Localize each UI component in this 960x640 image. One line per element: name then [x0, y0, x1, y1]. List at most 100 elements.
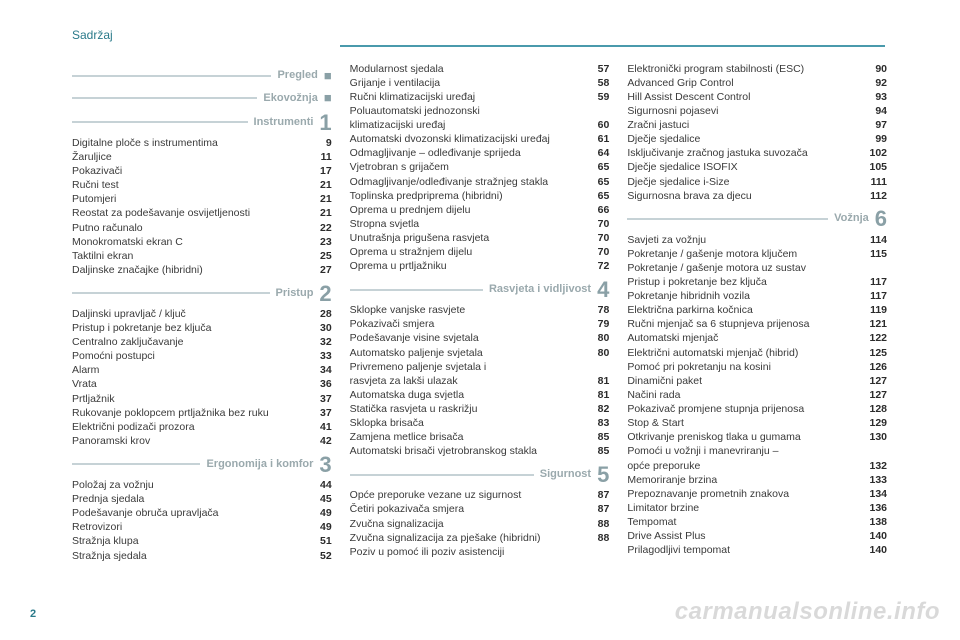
toc-page: 37	[308, 393, 332, 406]
toc-row: Automatski dvozonski klimatizacijski ure…	[350, 133, 610, 147]
toc-label: Automatski mjenjač	[627, 332, 863, 345]
toc-row: Hill Assist Descent Control93	[627, 90, 887, 104]
toc-page: 127	[863, 389, 887, 402]
toc-label: Oprema u stražnjem dijelu	[350, 246, 586, 259]
toc-row: Pomoći u vožnji i manevriranju –	[627, 445, 887, 459]
toc-label: Monokromatski ekran C	[72, 236, 308, 249]
toc-row: Daljinske značajke (hibridni)27	[72, 263, 332, 277]
section-heading: Sigurnost 5	[350, 465, 610, 485]
section-title: Sigurnost	[540, 468, 591, 482]
toc-row: klimatizacijski uređaj60	[350, 119, 610, 133]
toc-row: Unutrašnja prigušena rasvjeta70	[350, 232, 610, 246]
toc-label: Opće preporuke vezane uz sigurnost	[350, 489, 586, 502]
toc-row: Odmagljivanje/odleđivanje stražnjeg stak…	[350, 175, 610, 189]
toc-page: 52	[308, 550, 332, 563]
toc-row: Sigurnosni pojasevi94	[627, 104, 887, 118]
section-title: Ergonomija i komfor	[206, 458, 313, 472]
toc-page: 45	[308, 493, 332, 506]
toc-label: Modularnost sjedala	[350, 63, 586, 76]
toc-column: Pregled■Ekovožnja■Instrumenti1Digitalne …	[72, 62, 332, 563]
toc-row: Retrovizori49	[72, 521, 332, 535]
toc-page: 36	[308, 378, 332, 391]
toc-page: 112	[863, 190, 887, 203]
toc-page: 114	[863, 234, 887, 247]
section-marker-icon: ■	[324, 90, 332, 106]
toc-row: Advanced Grip Control92	[627, 76, 887, 90]
toc-page: 134	[863, 488, 887, 501]
toc-page: 82	[585, 403, 609, 416]
toc-page: 136	[863, 502, 887, 515]
toc-row: Tempomat138	[627, 516, 887, 530]
toc-row: Stop & Start129	[627, 417, 887, 431]
toc-label: Načini rada	[627, 389, 863, 402]
toc-row: Žaruljice11	[72, 150, 332, 164]
section-rule	[72, 121, 248, 123]
section-number: 6	[875, 209, 887, 229]
toc-row: Automatski mjenjač122	[627, 332, 887, 346]
toc-label: Pokretanje / gašenje motora uz sustav	[627, 262, 887, 275]
toc-label: Sklopka brisača	[350, 417, 586, 430]
toc-label: Zamjena metlice brisača	[350, 431, 586, 444]
page-header: Sadržaj	[72, 28, 113, 42]
toc-label: Poziv u pomoć ili poziv asistenciji	[350, 546, 610, 559]
toc-row: Poziv u pomoć ili poziv asistenciji	[350, 545, 610, 559]
toc-page: 129	[863, 417, 887, 430]
toc-label: Pomoć pri pokretanju na kosini	[627, 361, 863, 374]
section-number: 2	[319, 284, 331, 304]
toc-row: Pokretanje / gašenje motora uz sustav	[627, 261, 887, 275]
toc-page: 94	[863, 105, 887, 118]
toc-row: Četiri pokazivača smjera87	[350, 503, 610, 517]
toc-page: 42	[308, 435, 332, 448]
toc-page: 66	[585, 204, 609, 217]
toc-label: rasvjeta za lakši ulazak	[350, 375, 586, 388]
toc-row: Pristup i pokretanje bez ključa30	[72, 321, 332, 335]
toc-page: 117	[863, 290, 887, 303]
toc-page: 65	[585, 176, 609, 189]
page-number: 2	[30, 608, 36, 620]
toc-row: Isključivanje zračnog jastuka suvozača10…	[627, 147, 887, 161]
toc-row: Monokromatski ekran C23	[72, 235, 332, 249]
section-heading: Vožnja 6	[627, 209, 887, 229]
toc-page: 37	[308, 407, 332, 420]
toc-page: 80	[585, 332, 609, 345]
toc-label: Pokretanje / gašenje motora ključem	[627, 248, 863, 261]
toc-page: 122	[863, 332, 887, 345]
toc-page: 28	[308, 308, 332, 321]
toc-page: 60	[585, 119, 609, 132]
toc-row: Savjeti za vožnju114	[627, 233, 887, 247]
toc-page: 83	[585, 417, 609, 430]
watermark: carmanualsonline.info	[675, 598, 940, 626]
toc-row: Oprema u prednjem dijelu66	[350, 203, 610, 217]
toc-label: Sigurnosni pojasevi	[627, 105, 863, 118]
toc-label: Dječje sjedalice	[627, 133, 863, 146]
toc-row: Zvučna signalizacija za pješake (hibridn…	[350, 531, 610, 545]
toc-label: Drive Assist Plus	[627, 530, 863, 543]
toc-page: 126	[863, 361, 887, 374]
toc-page: 64	[585, 147, 609, 160]
toc-row: Prednja sjedala45	[72, 493, 332, 507]
toc-row: Stražnja sjedala52	[72, 549, 332, 563]
toc-label: Položaj za vožnju	[72, 479, 308, 492]
toc-row: Pristup i pokretanje bez ključa117	[627, 275, 887, 289]
toc-label: Dječje sjedalice i-Size	[627, 176, 863, 189]
toc-label: Odmagljivanje – odleđivanje sprijeda	[350, 147, 586, 160]
toc-page: 79	[585, 318, 609, 331]
toc-column: Elektronički program stabilnosti (ESC)90…	[627, 62, 887, 563]
toc-label: Reostat za podešavanje osvijetljenosti	[72, 207, 308, 220]
toc-label: Ručni klimatizacijski uređaj	[350, 91, 586, 104]
toc-row: Oprema u stražnjem dijelu70	[350, 246, 610, 260]
toc-label: Pokretanje hibridnih vozila	[627, 290, 863, 303]
toc-row: Električna parkirna kočnica119	[627, 304, 887, 318]
toc-row: Stropna svjetla70	[350, 217, 610, 231]
toc-row: Prtljažnik37	[72, 392, 332, 406]
toc-row: Podešavanje obruča upravljača49	[72, 507, 332, 521]
toc-label: Oprema u prednjem dijelu	[350, 204, 586, 217]
toc-label: Sklopke vanjske rasvjete	[350, 304, 586, 317]
section-title: Pregled	[277, 69, 317, 83]
section-heading: Ekovožnja■	[72, 90, 332, 106]
toc-label: Panoramski krov	[72, 435, 308, 448]
toc-label: Stop & Start	[627, 417, 863, 430]
section-title: Vožnja	[834, 212, 869, 226]
section-number: 5	[597, 465, 609, 485]
toc-label: Tempomat	[627, 516, 863, 529]
